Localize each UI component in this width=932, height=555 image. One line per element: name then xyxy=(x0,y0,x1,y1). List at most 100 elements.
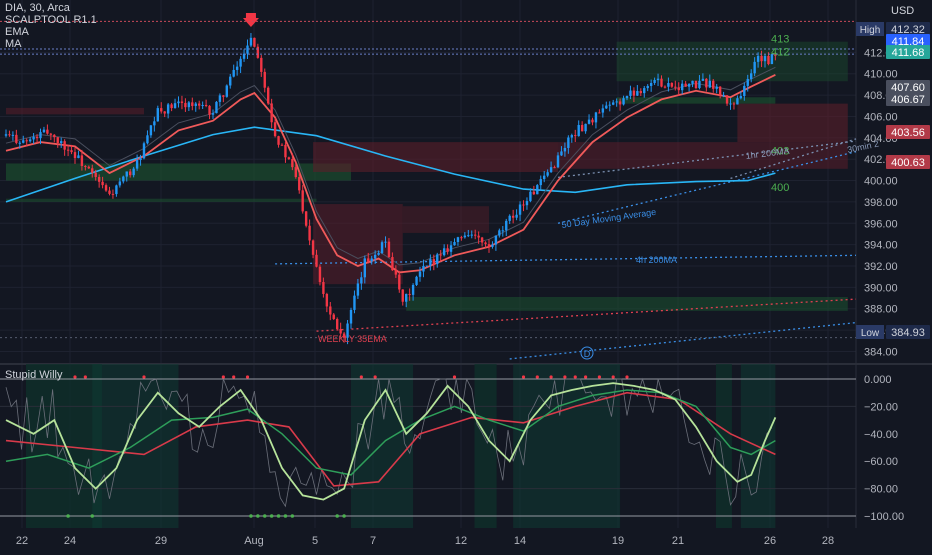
candle-body xyxy=(584,123,587,132)
candle-body xyxy=(494,235,498,245)
trend-30min xyxy=(730,138,857,180)
osc-signal-dot xyxy=(83,375,87,379)
osc-signal-dot xyxy=(373,375,377,379)
candle-body xyxy=(304,211,308,226)
candle-body xyxy=(225,85,228,97)
candle-body xyxy=(149,125,153,136)
candle-body xyxy=(649,82,653,86)
candle-body xyxy=(373,254,377,259)
osc-signal-dot xyxy=(269,514,274,518)
candle-body xyxy=(615,101,618,103)
candle-body xyxy=(429,259,432,266)
candle-body xyxy=(753,61,756,74)
trend-50dma xyxy=(557,151,857,224)
candle-body xyxy=(770,54,774,65)
candle-body xyxy=(97,176,101,182)
candle-body xyxy=(667,83,670,87)
x-tick-label: 29 xyxy=(155,535,167,547)
candle-body xyxy=(28,139,32,142)
y-tick-label: 388.00 xyxy=(864,304,898,316)
candle-body xyxy=(594,112,598,123)
candle-body xyxy=(87,166,90,169)
zones xyxy=(6,41,848,311)
candle-body xyxy=(549,167,553,173)
level-label: 403 xyxy=(771,146,789,158)
osc-signal-dot xyxy=(452,375,457,379)
candle-body xyxy=(501,230,504,232)
x-tick-label: Aug xyxy=(244,535,264,547)
candle-body xyxy=(311,240,315,255)
symbol-title[interactable]: DIA, 30, Arca xyxy=(5,2,70,14)
price-tag-value: 412.32 xyxy=(891,24,925,36)
trend-1hr-200ma xyxy=(557,140,857,178)
candle-body xyxy=(260,57,263,72)
candle-body xyxy=(115,185,118,195)
y-tick-label: 384.00 xyxy=(864,346,898,358)
candle-body xyxy=(760,55,763,62)
price-tag-value: 406.67 xyxy=(891,94,925,106)
price-tag-value: 411.68 xyxy=(892,47,925,59)
candle-body xyxy=(522,204,525,206)
level-label: 412 xyxy=(771,46,789,58)
candle-body xyxy=(456,237,460,243)
candle-body xyxy=(718,86,722,96)
candle-body xyxy=(698,80,701,88)
candle-body xyxy=(587,119,591,124)
candle-body xyxy=(191,102,194,106)
candle-body xyxy=(625,95,629,99)
candle-body xyxy=(42,129,46,133)
y-tick-label: 406.00 xyxy=(864,111,898,123)
candle-body xyxy=(681,83,684,91)
currency-label[interactable]: USD xyxy=(891,5,915,17)
osc-y-tick: −100.00 xyxy=(864,511,904,523)
candle-body xyxy=(605,105,608,109)
osc-signal-dot xyxy=(625,375,629,379)
candle-body xyxy=(132,168,135,176)
candle-body xyxy=(529,191,532,202)
candle-body xyxy=(553,167,556,169)
candle-body xyxy=(349,309,353,324)
zone-rect xyxy=(313,142,558,173)
zone-rect xyxy=(616,41,848,82)
candle-body xyxy=(101,181,104,186)
y-tick-label: 390.00 xyxy=(864,282,898,294)
candle-body xyxy=(415,276,418,285)
osc-y-tick: −20.00 xyxy=(864,401,898,413)
x-tick-label: 26 xyxy=(764,535,776,547)
candle-body xyxy=(701,78,705,81)
osc-signal-dot xyxy=(342,514,346,518)
candle-body xyxy=(73,152,77,159)
price-tag-value: 407.60 xyxy=(891,82,925,94)
candle-body xyxy=(270,103,273,123)
osc-slow-line xyxy=(5,391,776,487)
oscillator-title[interactable]: Stupid Willy xyxy=(5,369,63,381)
osc-signal-dot xyxy=(249,514,253,518)
candle-body xyxy=(425,265,429,267)
candle-body xyxy=(32,136,35,140)
indicator-ema[interactable]: EMA xyxy=(5,26,29,38)
candle-body xyxy=(253,37,256,47)
candle-body xyxy=(487,244,491,247)
candle-body xyxy=(242,53,246,59)
osc-y-tick: −40.00 xyxy=(864,429,898,441)
osc-signal-dot xyxy=(276,514,281,518)
candle-body xyxy=(591,119,594,123)
axes: 22 24 29 Aug 5 7 12 14 19 21 26 28412.00410.00408.0… xyxy=(16,22,930,547)
x-tick-label: 14 xyxy=(514,535,526,547)
price-tag-label: Low xyxy=(861,328,880,339)
candle-body xyxy=(104,185,108,191)
candle-body xyxy=(567,137,570,148)
candle-body xyxy=(691,80,694,84)
candle-body xyxy=(125,171,128,177)
indicator-scalptool[interactable]: SCALPTOOL R1.1 xyxy=(5,14,97,26)
oscillator xyxy=(0,364,856,528)
indicator-ma[interactable]: MA xyxy=(5,38,22,50)
zone-rect xyxy=(616,97,776,104)
candle-body xyxy=(139,158,142,161)
candles xyxy=(4,13,777,345)
x-tick-label: 22 xyxy=(16,535,28,547)
candle-body xyxy=(153,121,156,126)
zone-rect xyxy=(737,103,848,143)
